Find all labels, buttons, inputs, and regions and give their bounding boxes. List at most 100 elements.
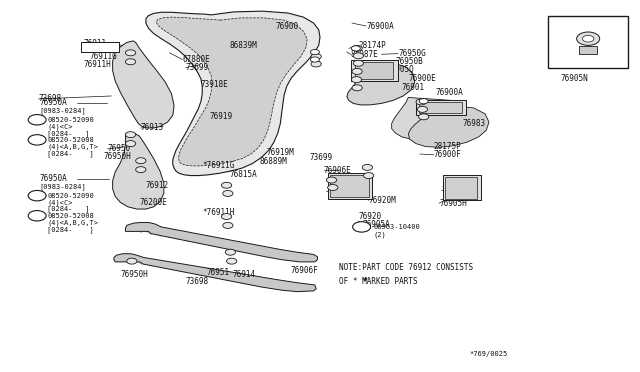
Bar [579, 46, 597, 54]
Circle shape [127, 258, 137, 264]
Text: 08520-52090: 08520-52090 [47, 193, 94, 199]
Circle shape [351, 77, 362, 83]
Text: [0284-    ]: [0284- ] [47, 226, 94, 232]
Text: [0284-    ]: [0284- ] [47, 150, 94, 157]
Circle shape [221, 214, 232, 219]
Circle shape [351, 46, 360, 51]
Text: 08520-52090: 08520-52090 [47, 117, 94, 123]
Circle shape [311, 61, 321, 67]
Bar [81, 42, 119, 52]
Circle shape [577, 32, 600, 45]
Text: 76920M: 76920M [369, 196, 396, 205]
Circle shape [223, 222, 233, 228]
Bar [328, 173, 372, 199]
Text: 76906: 76906 [442, 186, 465, 195]
Circle shape [352, 68, 362, 74]
Text: 76950B: 76950B [396, 57, 423, 65]
Bar [445, 177, 477, 199]
Bar [416, 100, 466, 115]
Circle shape [364, 173, 374, 179]
Text: 76901: 76901 [402, 83, 425, 92]
Circle shape [310, 49, 319, 55]
Circle shape [28, 135, 46, 145]
Circle shape [223, 190, 233, 196]
Circle shape [353, 60, 364, 66]
Polygon shape [114, 254, 316, 292]
Polygon shape [392, 97, 470, 140]
Circle shape [326, 177, 337, 183]
Text: 73918E: 73918E [201, 80, 228, 89]
Polygon shape [113, 41, 174, 128]
Circle shape [28, 115, 46, 125]
Text: 76905N: 76905N [561, 57, 588, 66]
Text: 08963-10400: 08963-10400 [373, 224, 420, 230]
Text: 86839M: 86839M [229, 41, 257, 50]
Circle shape [328, 185, 338, 190]
Text: 76905H: 76905H [439, 199, 467, 208]
Text: 76905N: 76905N [561, 74, 588, 83]
Bar [548, 16, 628, 68]
Text: 73699: 73699 [186, 63, 209, 72]
Text: 08520-52008: 08520-52008 [47, 137, 94, 143]
Text: 76900: 76900 [275, 22, 298, 31]
Circle shape [310, 57, 319, 62]
Text: 76200E: 76200E [140, 198, 167, 207]
Circle shape [353, 53, 364, 59]
Polygon shape [113, 134, 164, 209]
Text: 76983: 76983 [462, 119, 485, 128]
Text: 76911H: 76911H [83, 60, 111, 69]
Text: 76900E: 76900E [408, 74, 436, 83]
Circle shape [362, 164, 372, 170]
Text: 76978: 76978 [326, 187, 349, 196]
Text: 76919: 76919 [210, 112, 233, 121]
Circle shape [125, 141, 136, 147]
Text: 76900F: 76900F [434, 150, 461, 159]
Text: 76919A: 76919A [330, 173, 358, 182]
Text: 76950A: 76950A [40, 98, 67, 107]
Text: S: S [35, 193, 39, 199]
Circle shape [227, 258, 237, 264]
Text: 76900A: 76900A [366, 22, 394, 31]
Text: 76950G: 76950G [398, 49, 426, 58]
Text: [0284-   ]: [0284- ] [47, 130, 90, 137]
Text: 76906E: 76906E [324, 166, 351, 175]
Polygon shape [408, 105, 489, 147]
Text: 76913G: 76913G [333, 180, 360, 189]
Text: 73698: 73698 [186, 278, 209, 286]
Text: (4)<C>: (4)<C> [47, 199, 73, 206]
Polygon shape [125, 222, 317, 262]
Text: (2): (2) [373, 231, 386, 238]
Text: NOTE:PART CODE 76912 CONSISTS: NOTE:PART CODE 76912 CONSISTS [339, 263, 474, 272]
Circle shape [417, 106, 428, 112]
Text: M: M [360, 224, 364, 230]
Text: 76906F: 76906F [291, 266, 318, 275]
Text: 76914: 76914 [233, 270, 256, 279]
Text: 76911G: 76911G [90, 52, 117, 61]
Bar [355, 62, 393, 79]
Circle shape [419, 114, 429, 120]
Bar [351, 60, 398, 81]
Polygon shape [156, 17, 307, 166]
Circle shape [28, 211, 46, 221]
Bar [330, 175, 369, 197]
Text: 76950A: 76950A [40, 174, 67, 183]
Text: S: S [35, 213, 39, 219]
Text: (4)<A,B,G,T>: (4)<A,B,G,T> [47, 219, 99, 226]
Circle shape [125, 132, 136, 138]
Circle shape [28, 190, 46, 201]
Text: 28175P: 28175P [434, 142, 461, 151]
Text: 76920: 76920 [358, 212, 381, 221]
Text: 84987E: 84987E [351, 50, 378, 59]
Text: 76905Q: 76905Q [387, 65, 414, 74]
Polygon shape [347, 61, 415, 105]
Text: 76950H: 76950H [104, 153, 131, 161]
Circle shape [352, 85, 362, 91]
Text: 76913: 76913 [141, 124, 164, 132]
Circle shape [416, 99, 426, 105]
Text: *769/0025: *769/0025 [470, 351, 508, 357]
Text: *76911G: *76911G [202, 161, 235, 170]
Text: 76950: 76950 [108, 144, 131, 153]
Text: [0983-0284]: [0983-0284] [40, 108, 86, 114]
Text: 76900A: 76900A [435, 88, 463, 97]
Text: 76950H: 76950H [120, 270, 148, 279]
